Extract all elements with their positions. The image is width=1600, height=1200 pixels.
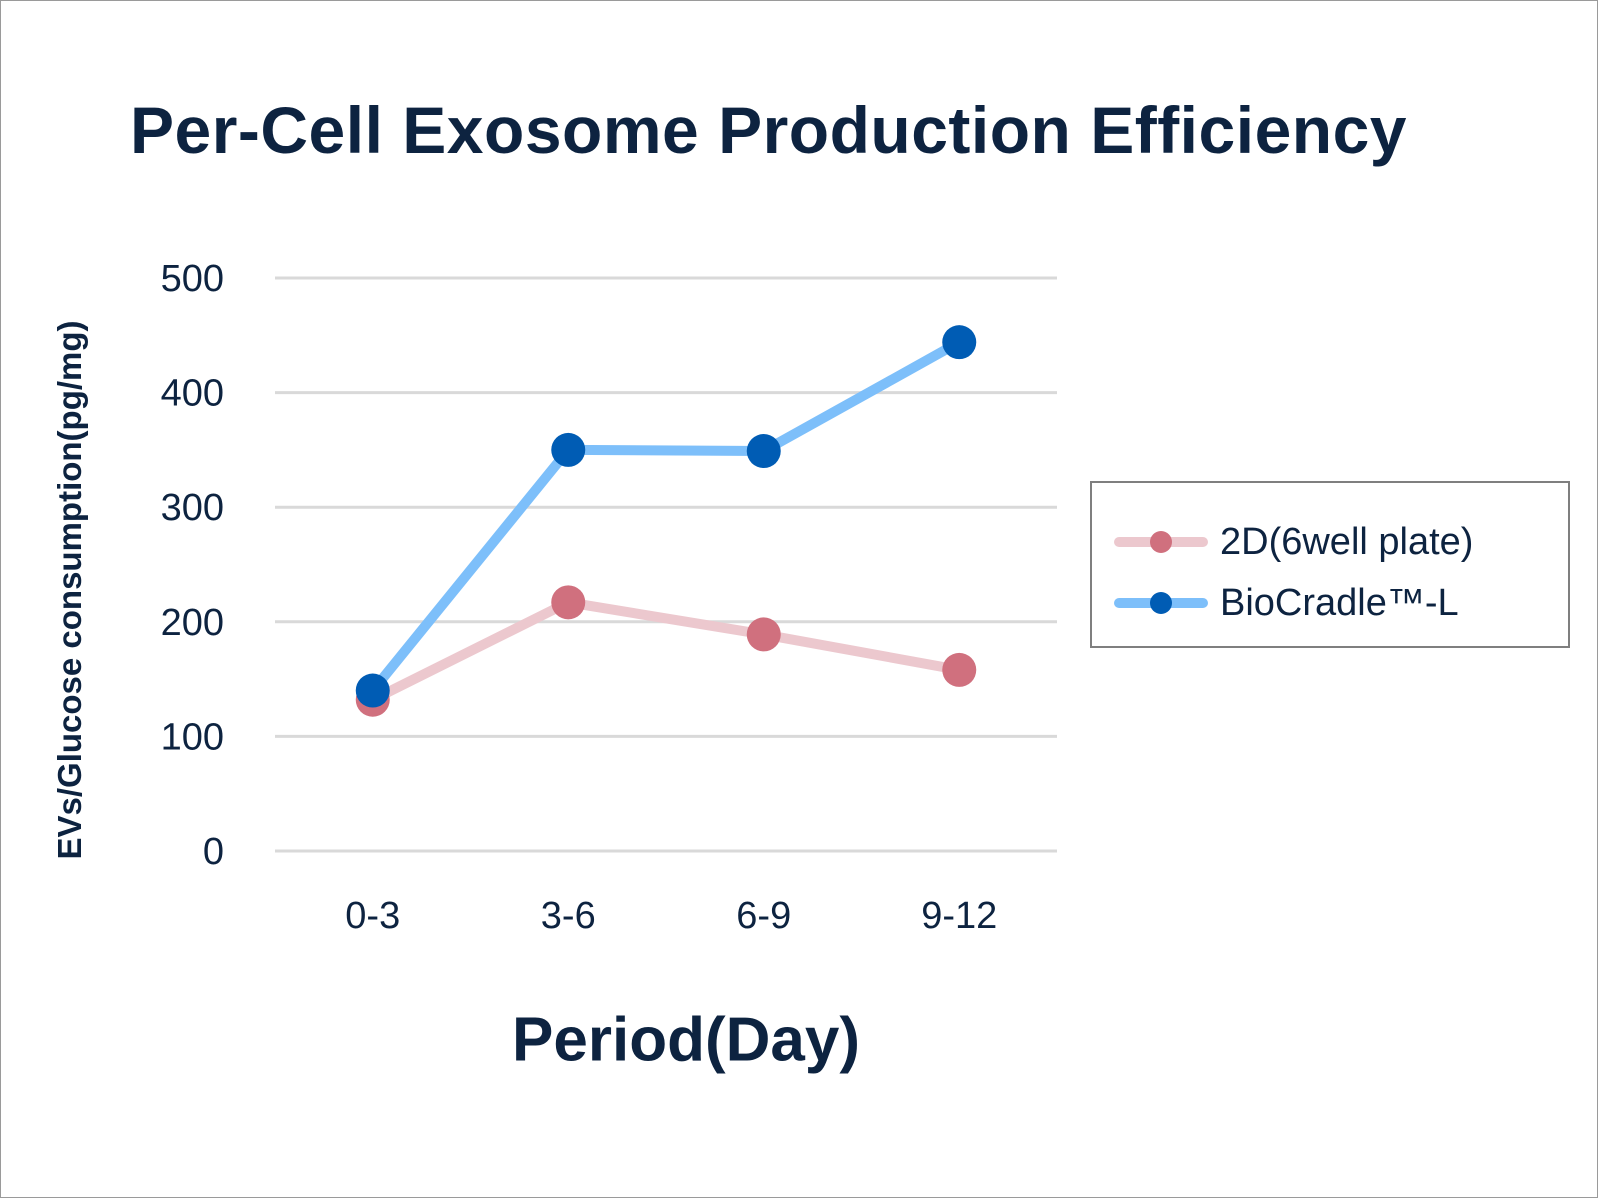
legend-item-biocradle: BioCradle™-L	[1114, 578, 1459, 628]
legend-swatch-biocradle	[1114, 583, 1208, 623]
data-point-biocradle-9-12	[942, 325, 977, 360]
y-tick-label-200: 200	[161, 602, 224, 644]
x-tick-labels: 0-3 3-6 6-9 9-12	[345, 895, 997, 937]
y-tick-labels: 0 100 200 300 400 500	[161, 258, 224, 873]
x-tick-label-9-12: 9-12	[921, 895, 997, 937]
legend-label-2d: 2D(6well plate)	[1220, 520, 1474, 563]
chart-title: Per-Cell Exosome Production Efficiency	[130, 93, 1407, 167]
y-tick-label-400: 400	[161, 373, 224, 415]
data-point-2d-6-9	[746, 617, 781, 652]
data-point-biocradle-6-9	[746, 434, 781, 469]
data-point-2d-9-12	[942, 652, 977, 687]
series-line-2d	[367, 597, 965, 705]
series-group	[355, 325, 977, 717]
legend: 2D(6well plate) BioCradle™-L	[1090, 481, 1570, 648]
x-tick-label-6-9: 6-9	[736, 895, 791, 937]
x-axis-label: Period(Day)	[512, 1005, 860, 1075]
data-point-biocradle-3-6	[551, 432, 586, 467]
x-tick-label-0-3: 0-3	[345, 895, 400, 937]
legend-swatch-2d	[1114, 522, 1208, 562]
y-tick-label-0: 0	[203, 831, 224, 873]
y-tick-label-100: 100	[161, 716, 224, 758]
x-tick-label-3-6: 3-6	[541, 895, 596, 937]
y-tick-label-300: 300	[161, 487, 224, 529]
data-point-2d-3-6	[551, 585, 586, 620]
y-tick-label-500: 500	[161, 258, 224, 300]
series-line-biocradle	[367, 337, 965, 696]
legend-item-2d: 2D(6well plate)	[1114, 517, 1473, 567]
legend-label-biocradle: BioCradle™-L	[1220, 581, 1459, 624]
gridlines	[275, 276, 1057, 853]
data-point-biocradle-0-3	[355, 673, 390, 708]
